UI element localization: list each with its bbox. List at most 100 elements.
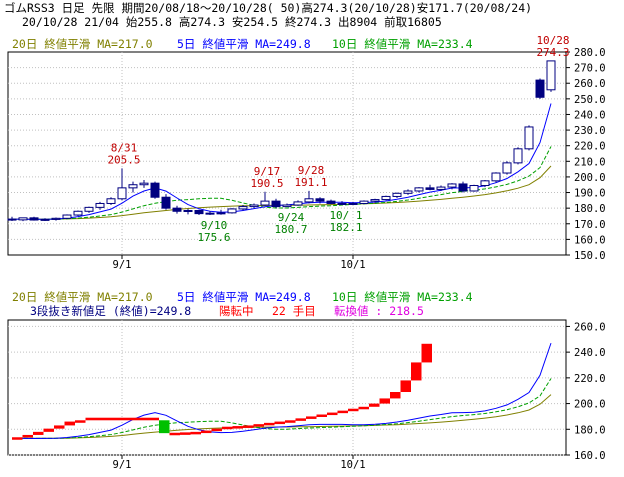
brick-up [400, 380, 411, 392]
y-tick-label: 160.0 [574, 234, 606, 246]
candle-down [337, 202, 347, 205]
brick-up [337, 410, 348, 414]
candle-up [513, 148, 523, 164]
candle-up [348, 202, 358, 205]
candle-up [95, 202, 105, 208]
brick-up [316, 414, 327, 417]
candlestick-chart: 150.0 160.0 170.0 180.0 190.0 200.0 210.0 220.0… [7, 34, 606, 271]
ma5-line [11, 342, 552, 440]
candle-down [271, 200, 281, 208]
header-line-1: ゴムRSS3 日足 先限 期間20/08/18～20/10/28( 50)高27… [4, 1, 532, 15]
brick-up [169, 432, 180, 436]
break-chart-status: 陽転中 [219, 304, 254, 318]
brick-up [379, 398, 390, 404]
candle-up [139, 182, 149, 186]
brick-up [75, 420, 86, 423]
candle-down [172, 207, 182, 212]
y-tick-label: 220.0 [574, 373, 606, 385]
high-annotation-value: 274.3 [536, 46, 569, 59]
high-annotation-value: 205.5 [107, 153, 140, 166]
candle-up [249, 204, 259, 208]
brick-up [127, 417, 138, 421]
brick-up [285, 420, 296, 423]
y-tick-label: 270.0 [574, 63, 606, 75]
y-tick-label: 260.0 [574, 78, 606, 90]
candle-up [18, 217, 28, 221]
top-legend-ma20: 20日 終値平滑 MA=217.0 [12, 37, 153, 51]
brick-up [411, 362, 422, 381]
candle-up [524, 126, 534, 150]
candle-up [469, 185, 479, 192]
brick-up [64, 421, 75, 426]
candle-down [535, 79, 545, 98]
x-tick-label: 10/1 [340, 259, 365, 271]
y-tick-label: 160.0 [574, 450, 606, 462]
brick-up [12, 437, 23, 440]
candle-up [304, 198, 314, 203]
y-tick-label: 240.0 [574, 347, 606, 359]
candle-up [128, 184, 138, 189]
brick-up [243, 425, 254, 428]
brick-up [190, 431, 201, 435]
brick-up [369, 403, 380, 407]
y-tick-label: 200.0 [574, 399, 606, 411]
break-chart-count: 22 手目 [272, 304, 316, 318]
top-legend-ma5: 5日 終値平滑 MA=249.8 [177, 37, 311, 51]
y-tick-label: 280.0 [574, 47, 606, 59]
bottom-legend-ma10: 10日 終値平滑 MA=233.4 [332, 290, 473, 304]
candle-up [106, 198, 116, 204]
y-tick-label: 180.0 [574, 203, 606, 215]
candle-up [40, 218, 50, 221]
brick-up [295, 418, 306, 421]
candle-up [480, 180, 490, 187]
brick-up [54, 425, 65, 429]
candle-up [359, 200, 369, 204]
brick-up [43, 428, 54, 432]
brick-up [22, 434, 33, 438]
candle-up [370, 199, 380, 202]
brick-up [85, 417, 96, 421]
y-tick-label: 260.0 [574, 321, 606, 333]
candle-up [205, 212, 215, 215]
candle-up [414, 187, 424, 192]
brick-up [421, 343, 432, 363]
candle-up [546, 60, 556, 91]
low-annotation-value: 182.1 [329, 221, 362, 234]
brick-up [96, 417, 107, 421]
candle-up [238, 206, 248, 210]
y-tick-label: 150.0 [574, 250, 606, 262]
x-tick-label: 10/1 [340, 459, 365, 471]
high-annotation-value: 190.5 [250, 177, 283, 190]
y-tick-label: 240.0 [574, 109, 606, 121]
x-tick-label: 9/1 [113, 259, 132, 271]
candle-down [161, 196, 171, 209]
candle-up [447, 183, 457, 188]
brick-up [390, 392, 401, 399]
brick-up [358, 406, 369, 410]
candle-up [73, 210, 83, 216]
brick-up [117, 417, 128, 421]
header-line-2: 20/10/28 21/04 始255.8 高274.3 安254.5 終274… [22, 15, 442, 29]
candle-up [293, 201, 303, 206]
candle-down [458, 183, 468, 192]
brick-up [106, 417, 117, 421]
candle-down [194, 209, 204, 215]
high-annotation-date: 9/28 [298, 164, 325, 177]
brick-up [180, 432, 191, 435]
top-legend-ma10: 10日 終値平滑 MA=233.4 [332, 37, 473, 51]
y-tick-label: 200.0 [574, 172, 606, 184]
candle-up [491, 172, 501, 182]
high-annotation-date: 10/28 [536, 34, 569, 47]
high-annotation-value: 191.1 [294, 176, 327, 189]
candle-up [381, 195, 391, 201]
brick-up [274, 421, 285, 425]
brick-up [222, 426, 233, 430]
ma20-line [12, 394, 552, 439]
candle-up [282, 204, 292, 208]
candle-up [227, 208, 237, 214]
candle-up [403, 190, 413, 194]
candle-down [425, 187, 435, 190]
brick-down [159, 420, 170, 434]
candle-up [84, 206, 94, 212]
brick-up [201, 430, 212, 434]
